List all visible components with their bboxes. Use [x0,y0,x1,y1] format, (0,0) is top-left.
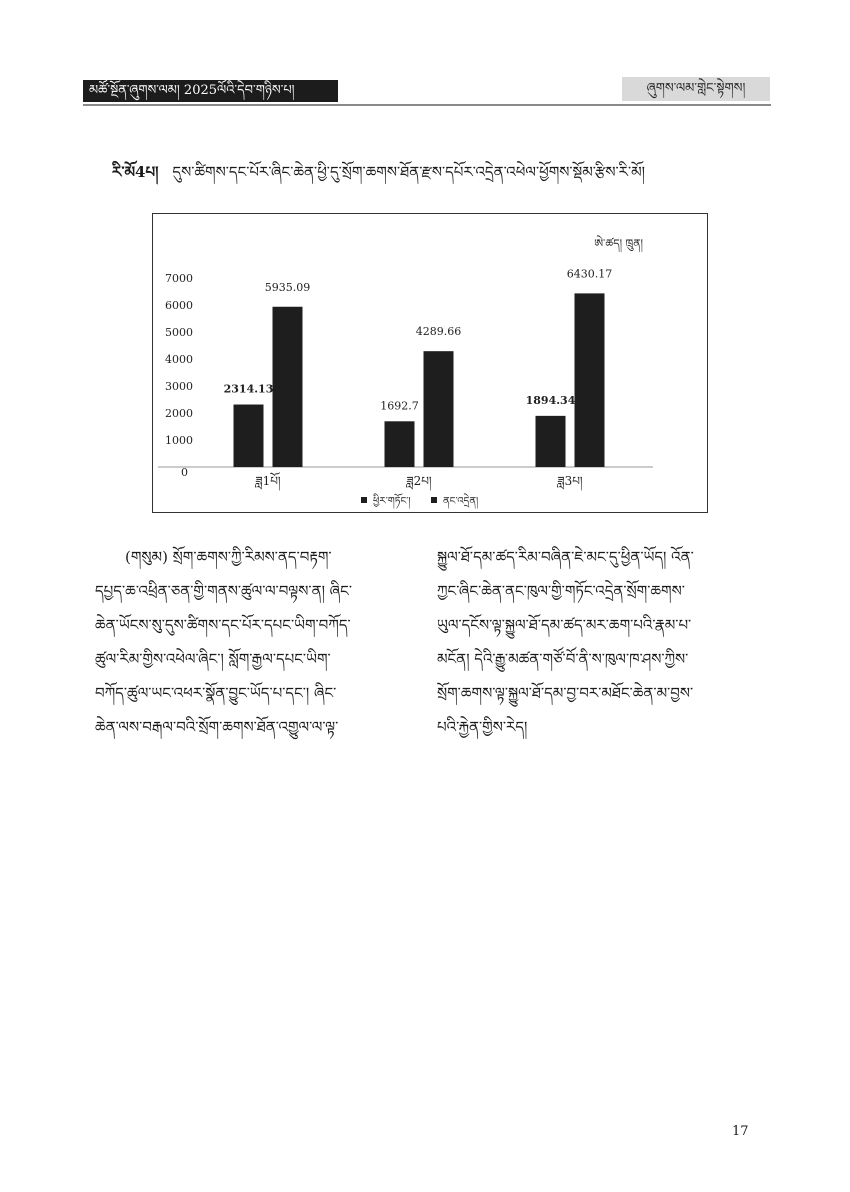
bar [272,306,303,467]
body-line: དཔྱད་ཆ་འཕྲིན་ཅན་གྱི་གནས་ཚུལ་ལ་བལྟས་ན། ཞི… [95,582,352,600]
body-line: སྐྱུལ་ཐོ་དམ་ཚད་རིམ་བཞིན་ཇེ་མང་དུ་ཕྱིན་ཡོ… [437,548,694,566]
body-line: ཀྱང་ཞིང་ཆེན་ནང་ཁུལ་གྱི་གཏོང་འདྲེན་སྲོག་ཆ… [437,582,685,600]
bar-chart: ཨེ་ཚད། ཁྲུན། 0 1000 2000 3000 4000 5000 6000 700… [152,213,708,513]
body-line: (གསུམ) སྲོག་ཆགས་ཀྱི་རིམས་ནད་བརྟག་ [125,548,332,566]
legend-swatch [361,497,367,503]
section-header: ཞུགས་ལམ་གླེང་སྟེགས། [622,77,770,101]
body-column-right: སྐྱུལ་ཐོ་དམ་ཚད་རིམ་བཞིན་ཇེ་མང་དུ་ཕྱིན་ཡོ… [437,540,769,744]
bar-chart-svg: ཨེ་ཚད། ཁྲུན། 0 1000 2000 3000 4000 5000 6000 700… [158,235,653,509]
bar [574,293,605,467]
y-tick-label: 4000 [165,353,193,366]
body-column-left: (གསུམ) སྲོག་ཆགས་ཀྱི་རིམས་ནད་བརྟག་ དཔྱད་ཆ… [95,540,427,744]
data-label: 6430.17 [567,267,613,280]
x-tick-label: ཟླ3པ། [556,474,583,491]
page-number: 17 [732,1124,749,1139]
journal-header: མཚོ་སྔོན་ཞུགས་ལམ། 2025ལོའི་དེབ་གཉིས་པ། [83,80,338,102]
y-tick-label: 0 [181,466,188,479]
data-label: 1894.34 [526,394,576,407]
legend-label: ནང་འདྲེན། [443,493,478,509]
figure-number: རི་མོ4པ། [112,163,159,181]
bar [423,351,454,467]
x-tick-label: ཟླ1པོ། [254,472,281,491]
legend-swatch [431,497,437,503]
body-line: ཡུལ་དངོས་ལྟ་སྐྱུལ་ཐོ་དམ་ཚད་མར་ཆག་པའི་རྣམ… [437,616,692,634]
legend-label: ཕྱིར་གཏོང་། [373,493,411,509]
y-tick-label: 3000 [165,380,193,393]
data-label: 2314.13 [224,383,274,396]
body-line: མངོན། དེའི་རྒྱུ་མཚན་གཙོ་བོ་ནི་ས་ཁུལ་ཁ་ཤས… [437,650,689,668]
y-tick-label: 5000 [165,326,193,339]
body-line: ཆེན་ཡོངས་སུ་དུས་ཚིགས་དང་པོར་དཔང་ཡིག་བཀོད… [95,616,351,634]
body-line: བཀོད་ཚུལ་ཡང་འཕར་སྣོན་བྱུང་ཡོད་པ་དང་། ཞིང… [95,684,337,702]
body-line: སྲོག་ཆགས་ལྟ་སྐྱུལ་ཐོ་དམ་བྱ་བར་མཐོང་ཆེན་མ… [437,684,694,702]
y-tick-label: 1000 [165,434,193,447]
figure-caption-text: དུས་ཚིགས་དང་པོར་ཞིང་ཆེན་ཕྱི་དུ་སྲོག་ཆགས་… [172,163,645,181]
body-line: ཚུལ་རིམ་གྱིས་འཕེལ་ཞིང་། སློག་རྒྱལ་དཔང་ཡི… [95,650,331,668]
data-label: 1692.7 [380,399,419,412]
unit-label: ཨེ་ཚད། ཁྲུན། [594,235,643,253]
bar [384,421,415,467]
body-line: པའི་རྐྱེན་གྱིས་རེད། [437,718,528,736]
body-line: ཆེན་ལས་བརྒལ་བའི་སྲོག་ཆགས་ཐོན་འགྱུལ་ལ་ལྟ་ [95,718,339,736]
y-tick-label: 6000 [165,299,193,312]
bar [233,404,264,467]
data-label: 5935.09 [265,281,311,294]
y-tick-label: 7000 [165,272,193,285]
data-label: 4289.66 [416,325,462,338]
figure-caption: རི་མོ4པ། དུས་ཚིགས་དང་པོར་ཞིང་ཆེན་ཕྱི་དུ་ས… [112,160,772,184]
x-tick-label: ཟླ2པ། [405,474,432,491]
bar [535,415,566,467]
y-tick-label: 2000 [165,407,193,420]
header-rule [83,104,771,106]
